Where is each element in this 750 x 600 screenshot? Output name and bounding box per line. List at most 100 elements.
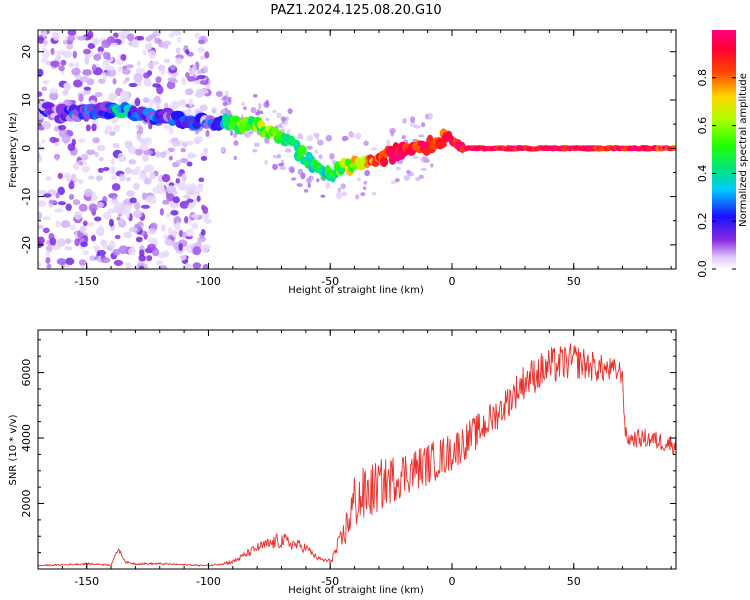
spectrogram-halo-blob: [315, 137, 320, 141]
spectrogram-background-blob: [54, 208, 64, 213]
spectrogram-background-blob: [82, 250, 89, 256]
spectrogram-background-blob: [170, 79, 178, 84]
spectrogram-background-blob: [133, 73, 143, 83]
spectrogram-halo-blob: [233, 140, 239, 146]
spectrogram-background-blob: [38, 262, 42, 268]
spectrogram-background-blob: [198, 177, 205, 183]
spectrogram-halo-blob: [363, 140, 369, 147]
spectrogram-background-blob: [49, 237, 57, 246]
spectrogram-background-blob: [119, 217, 125, 225]
spectrogram-background-blob: [159, 151, 167, 158]
spectrogram-halo-blob: [420, 122, 426, 128]
snr-y-tick-label: 2000: [20, 490, 33, 518]
spectrogram-halo-blob: [306, 134, 314, 142]
spectrogram-halo-blob: [418, 134, 425, 138]
spectrogram-background-blob: [133, 182, 140, 190]
spectrogram-background-blob: [149, 172, 156, 180]
spectrogram-background-blob: [73, 79, 83, 88]
spectrogram-background-blob: [128, 227, 138, 233]
spectrogram-background-blob: [185, 228, 194, 237]
spectrogram-background-blob: [93, 245, 101, 250]
spectrogram-background-blob: [72, 162, 80, 171]
spectrogram-background-blob: [98, 225, 104, 234]
spectrogram-halo-blob: [265, 99, 269, 107]
spectrogram-background-blob: [68, 62, 75, 68]
spectrogram-halo-blob: [253, 142, 260, 148]
spectrogram-background-blob: [63, 172, 71, 180]
spectrogram-background-blob: [38, 224, 44, 230]
spectrogram-background-blob: [77, 138, 86, 144]
spectrogram-background-blob: [67, 143, 76, 152]
spectrogram-halo-blob: [303, 188, 309, 193]
spectrogram-background-blob: [117, 66, 123, 73]
snr-x-tick-label: 50: [567, 575, 581, 588]
spectrogram-background-blob: [147, 195, 157, 205]
spectrogram-y-tick-label: 10: [20, 93, 33, 107]
spectrogram-background-blob: [186, 198, 194, 203]
spectrogram-background-blob: [201, 244, 209, 253]
spectrogram-background-blob: [94, 151, 99, 158]
spectrogram-background-blob: [163, 43, 169, 50]
spectrogram-background-blob: [89, 255, 97, 261]
spectrogram-background-blob: [49, 88, 58, 94]
spectrogram-background-blob: [152, 83, 161, 88]
spectrogram-halo-blob: [226, 109, 232, 116]
spectrogram-background-blob: [42, 227, 50, 234]
spectrogram-background-blob: [50, 60, 60, 68]
spectrogram-halo-blob: [278, 123, 282, 128]
spectrogram-background-blob: [92, 37, 100, 46]
spectrogram-background-blob: [101, 241, 108, 249]
spectrogram-background-blob: [141, 192, 147, 200]
spectrogram-background-blob: [123, 199, 130, 204]
spectrogram-background-blob: [87, 30, 94, 39]
snr-panel: -150 -100 -50 0 50 2000 4000 6000 Height of st…: [8, 329, 677, 596]
spectrogram-background-blob: [71, 67, 81, 76]
spectrogram-background-blob: [138, 138, 148, 145]
spectrogram-background-blob: [42, 40, 49, 45]
spectrogram-background-blob: [135, 236, 143, 243]
spectrogram-background-blob: [138, 254, 146, 262]
spectrogram-background-blob: [126, 190, 136, 197]
spectrogram-background-blob: [108, 92, 117, 102]
spectrogram-panel: -150 -100 -50 0 50 20 10 0 -10 -20 Height of str…: [8, 29, 677, 296]
spectrogram-background-blob: [102, 59, 110, 68]
spectrogram-background-blob: [38, 211, 43, 221]
spectrogram-background-blob: [175, 178, 181, 184]
colorbar-gradient: [712, 30, 736, 269]
spectrogram-background-blob: [185, 72, 190, 79]
spectrogram-halo-blob: [276, 112, 282, 119]
spectrogram-background-blob: [88, 203, 98, 213]
spectrogram-background-blob: [112, 248, 121, 256]
spectrogram-x-label: Height of straight line (km): [288, 285, 424, 296]
spectrogram-background-blob: [170, 209, 179, 216]
spectrogram-background-blob: [45, 250, 51, 257]
spectrogram-halo-blob: [289, 166, 295, 174]
spectrogram-background-blob: [184, 88, 194, 96]
spectrogram-background-blob: [195, 135, 203, 142]
spectrogram-background-blob: [175, 221, 181, 230]
spectrogram-background-blob: [42, 120, 51, 130]
spectrogram-background-blob: [200, 228, 206, 236]
spectrogram-halo-blob: [220, 146, 225, 153]
spectrogram-halo-blob: [240, 101, 246, 106]
spectrogram-background-blob: [102, 166, 110, 172]
spectrogram-halo-blob: [313, 132, 320, 138]
spectrogram-background-blob: [57, 172, 63, 180]
spectrogram-background-blob: [187, 153, 198, 158]
spectrogram-background-blob: [138, 125, 144, 135]
spectrogram-halo-blob: [272, 163, 278, 171]
spectrogram-halo-blob: [410, 116, 416, 124]
spectrogram-background-blob: [178, 229, 184, 238]
spectrogram-background-blob: [135, 81, 142, 86]
spectrogram-background-blob: [63, 82, 70, 90]
spectrogram-background-blob: [142, 49, 147, 56]
spectrogram-background-blob: [68, 193, 75, 200]
spectrogram-background-blob: [125, 64, 134, 69]
spectrogram-background-blob: [77, 178, 84, 185]
spectrogram-background-blob: [52, 31, 61, 41]
spectrogram-background-blob: [197, 69, 204, 75]
spectrogram-background-blob: [55, 50, 66, 55]
spectrogram-background-blob: [118, 173, 126, 182]
spectrogram-halo-blob: [290, 177, 297, 181]
